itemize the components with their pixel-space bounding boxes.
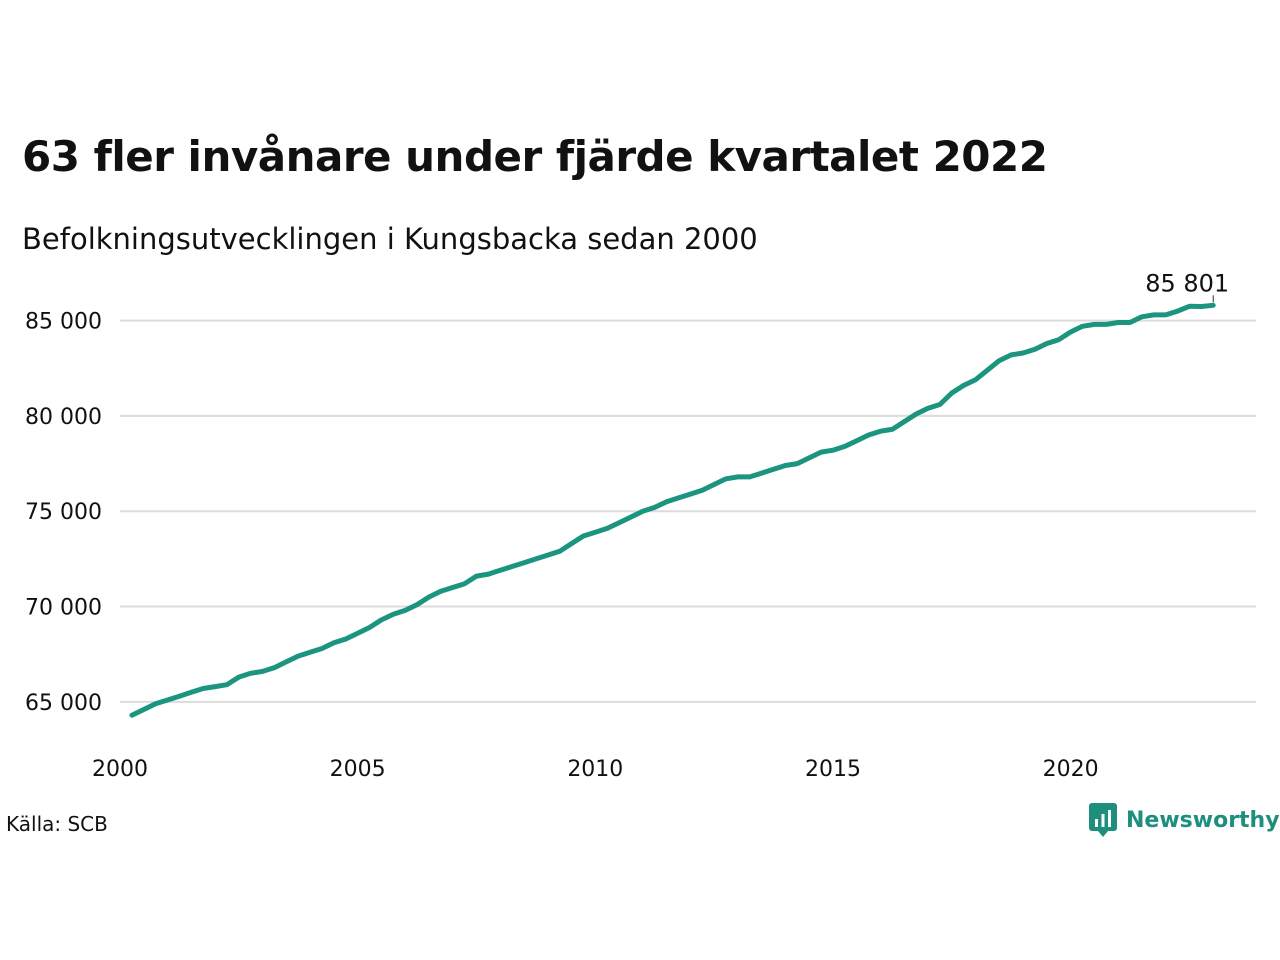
brand-name: Newsworthy	[1126, 807, 1280, 833]
x-tick-label: 2020	[1043, 757, 1099, 782]
y-axis-tick-labels: 65 000 70 000 75 000 80 000 85 000	[25, 310, 102, 716]
source-note: Källa: SCB	[6, 812, 108, 836]
y-tick-label: 80 000	[25, 405, 102, 430]
y-tick-label: 75 000	[25, 500, 102, 525]
y-tick-label: 85 000	[25, 310, 102, 335]
newsworthy-brand[interactable]: Newsworthy	[1088, 802, 1280, 838]
end-value-label: 85 801	[1145, 269, 1229, 297]
newsworthy-logo-icon	[1089, 803, 1117, 837]
chart-subtitle: Befolkningsutvecklingen i Kungsbacka sed…	[22, 222, 758, 256]
gridlines	[120, 319, 1256, 703]
y-tick-label: 70 000	[25, 596, 102, 621]
chart-title: 63 fler invånare under fjärde kvartalet …	[22, 132, 1048, 181]
x-tick-label: 2005	[330, 757, 386, 782]
x-tick-label: 2000	[92, 757, 148, 782]
x-tick-label: 2010	[567, 757, 623, 782]
x-tick-label: 2015	[805, 757, 861, 782]
x-axis-tick-labels: 2000 2005 2010 2015 2020	[92, 757, 1099, 782]
population-line	[129, 302, 1216, 718]
y-tick-label: 65 000	[25, 691, 102, 716]
